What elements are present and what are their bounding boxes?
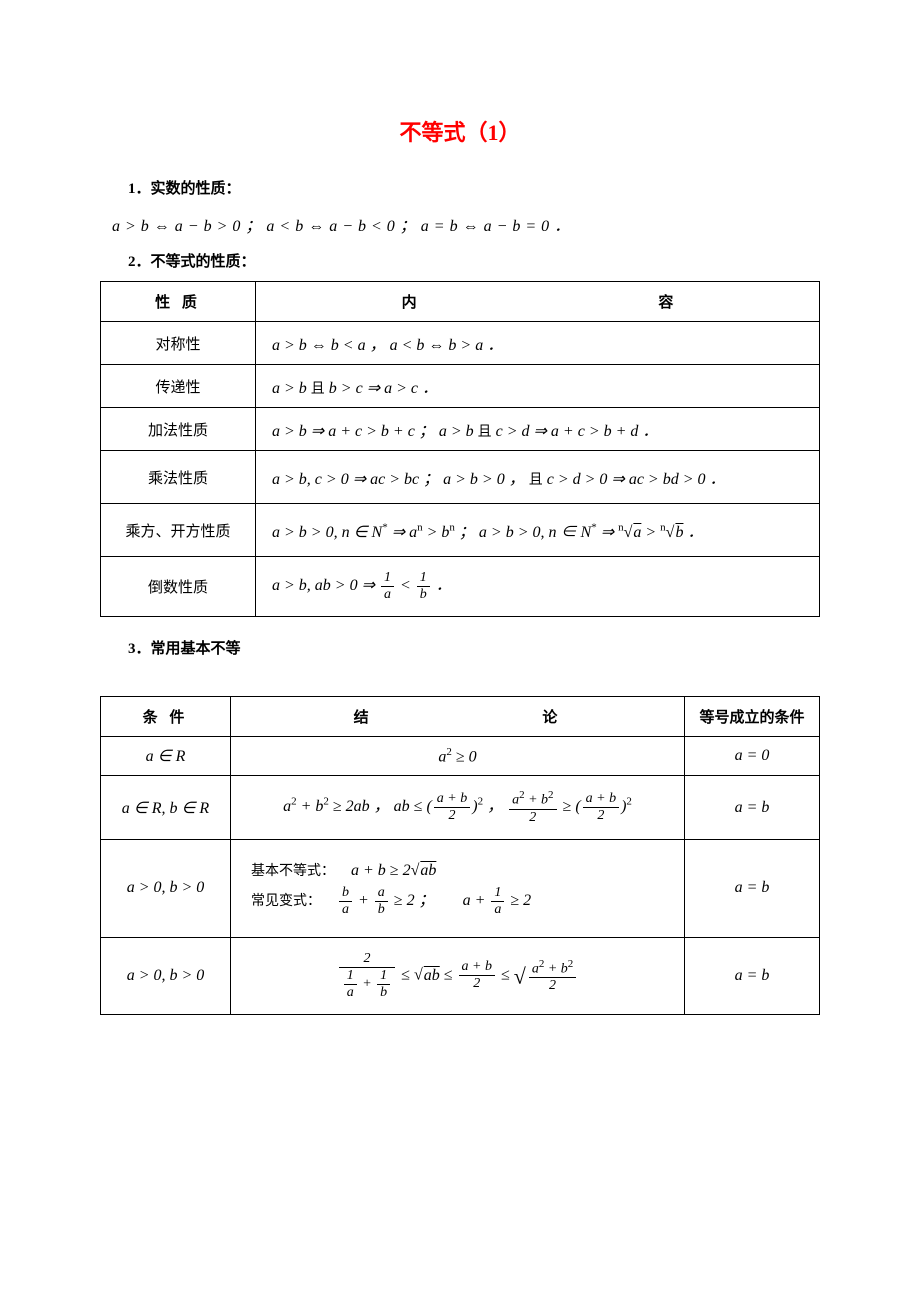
- basic-inequalities-table: 条 件 结论 等号成立的条件 a ∈ R a2 ≥ 0 a = 0 a ∈ R,…: [100, 696, 820, 1015]
- table-header-row: 性 质 内容: [101, 282, 820, 322]
- property-content: a > b > 0, n ∈ N* ⇒ an > bn ； a > b > 0,…: [256, 504, 820, 557]
- property-content: a > b ⇒ a + c > b + c ； a > b 且 c > d ⇒ …: [256, 408, 820, 451]
- conclusion-cell: 21a + 1b ≤ √ab ≤ a + b2 ≤ √a2 + b22: [231, 937, 685, 1014]
- property-name: 传递性: [101, 365, 256, 408]
- table-header-row: 条 件 结论 等号成立的条件: [101, 697, 820, 737]
- col-header-conclusion: 结论: [231, 697, 685, 737]
- property-name: 对称性: [101, 322, 256, 365]
- table-row: a > 0, b > 0 21a + 1b ≤ √ab ≤ a + b2 ≤ √…: [101, 937, 820, 1014]
- conclusion-cell: a2 + b2 ≥ 2ab ， ab ≤ (a + b2)2 ， a2 + b2…: [231, 776, 685, 840]
- col-header-equality: 等号成立的条件: [685, 697, 820, 737]
- table-row: 对称性 a > b ⇔ b < a ， a < b ⇔ b > a ．: [101, 322, 820, 365]
- property-name: 倒数性质: [101, 557, 256, 617]
- conclusion-cell: 基本不等式： a + b ≥ 2√ab 常见变式： ba + ab ≥ 2 ； …: [231, 839, 685, 937]
- property-content: a > b ⇔ b < a ， a < b ⇔ b > a ．: [256, 322, 820, 365]
- section-2-heading: 2．不等式的性质：: [128, 250, 820, 271]
- col-header-property: 性 质: [101, 282, 256, 322]
- section-3-heading: 3．常用基本不等: [128, 637, 820, 658]
- table-row: 传递性 a > b 且 b > c ⇒ a > c ．: [101, 365, 820, 408]
- equality-cell: a = b: [685, 776, 820, 840]
- property-content: a > b, c > 0 ⇒ ac > bc ； a > b > 0 ， 且 c…: [256, 451, 820, 504]
- condition-cell: a > 0, b > 0: [101, 839, 231, 937]
- condition-cell: a > 0, b > 0: [101, 937, 231, 1014]
- section-1-heading: 1．实数的性质：: [128, 177, 820, 198]
- real-number-properties: a > b ⇔ a − b > 0 ； a < b ⇔ a − b < 0 ； …: [112, 212, 820, 236]
- property-name: 加法性质: [101, 408, 256, 451]
- table-row: 加法性质 a > b ⇒ a + c > b + c ； a > b 且 c >…: [101, 408, 820, 451]
- property-name: 乘法性质: [101, 451, 256, 504]
- condition-cell: a ∈ R: [101, 737, 231, 776]
- equality-cell: a = 0: [685, 737, 820, 776]
- table-row: a ∈ R, b ∈ R a2 + b2 ≥ 2ab ， ab ≤ (a + b…: [101, 776, 820, 840]
- property-name: 乘方、开方性质: [101, 504, 256, 557]
- equality-cell: a = b: [685, 937, 820, 1014]
- page-title: 不等式（1）: [100, 115, 820, 147]
- conclusion-cell: a2 ≥ 0: [231, 737, 685, 776]
- condition-cell: a ∈ R, b ∈ R: [101, 776, 231, 840]
- col-header-condition: 条 件: [101, 697, 231, 737]
- property-content: a > b 且 b > c ⇒ a > c ．: [256, 365, 820, 408]
- property-content: a > b, ab > 0 ⇒ 1a < 1b ．: [256, 557, 820, 617]
- table-row: a ∈ R a2 ≥ 0 a = 0: [101, 737, 820, 776]
- col-header-content: 内容: [256, 282, 820, 322]
- equality-cell: a = b: [685, 839, 820, 937]
- properties-table: 性 质 内容 对称性 a > b ⇔ b < a ， a < b ⇔ b > a…: [100, 281, 820, 617]
- table-row: 乘方、开方性质 a > b > 0, n ∈ N* ⇒ an > bn ； a …: [101, 504, 820, 557]
- table-row: 乘法性质 a > b, c > 0 ⇒ ac > bc ； a > b > 0 …: [101, 451, 820, 504]
- table-row: a > 0, b > 0 基本不等式： a + b ≥ 2√ab 常见变式： b…: [101, 839, 820, 937]
- table-row: 倒数性质 a > b, ab > 0 ⇒ 1a < 1b ．: [101, 557, 820, 617]
